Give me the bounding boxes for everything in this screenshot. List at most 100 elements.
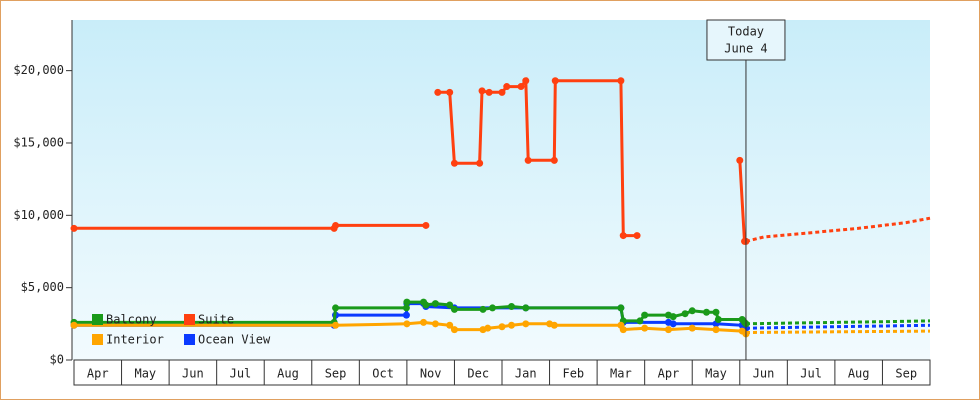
point xyxy=(517,83,525,91)
point xyxy=(641,311,649,319)
point xyxy=(420,318,428,326)
x-tick-label: May xyxy=(705,367,727,381)
y-tick-label: $5,000 xyxy=(21,280,64,294)
point xyxy=(70,224,78,232)
point xyxy=(450,159,458,167)
point xyxy=(434,88,442,96)
y-tick-label: $20,000 xyxy=(13,63,64,77)
point xyxy=(712,326,720,334)
point xyxy=(702,308,710,316)
point xyxy=(484,324,492,332)
point xyxy=(522,304,530,312)
point xyxy=(508,321,516,329)
point xyxy=(498,88,506,96)
point xyxy=(403,320,411,328)
point xyxy=(503,83,511,91)
x-tick-label: Sep xyxy=(325,367,347,381)
x-tick-label: Jun xyxy=(182,367,204,381)
y-tick-label: $10,000 xyxy=(13,208,64,222)
x-tick-label: Jan xyxy=(515,367,537,381)
point xyxy=(488,304,496,312)
point xyxy=(712,308,720,316)
legend-swatch xyxy=(184,334,195,345)
point xyxy=(332,304,340,312)
point xyxy=(636,317,644,325)
x-tick-label: Jun xyxy=(753,367,775,381)
point xyxy=(402,304,410,312)
point xyxy=(508,302,516,310)
point xyxy=(619,232,627,240)
series-line xyxy=(74,320,747,336)
today-box xyxy=(706,19,786,61)
point xyxy=(714,315,722,323)
point xyxy=(550,321,558,329)
point xyxy=(688,307,696,315)
point xyxy=(485,88,493,96)
projection-line xyxy=(745,216,931,243)
point xyxy=(476,159,484,167)
point xyxy=(550,156,558,164)
x-tick-label: Sep xyxy=(895,367,917,381)
legend-label: Suite xyxy=(198,313,234,327)
point xyxy=(479,305,487,313)
today-label: Today xyxy=(728,25,764,39)
legend-swatch xyxy=(92,314,103,325)
x-tick-label: Nov xyxy=(420,367,442,381)
point xyxy=(633,232,641,240)
point xyxy=(70,321,78,329)
legend-swatch xyxy=(92,334,103,345)
point xyxy=(664,326,672,334)
projection-line xyxy=(745,329,931,334)
point xyxy=(669,313,677,321)
point xyxy=(431,320,439,328)
legend-label: Balcony xyxy=(106,313,157,327)
plot-area xyxy=(72,20,930,360)
point xyxy=(332,221,340,229)
today-label: June 4 xyxy=(724,42,767,56)
x-tick-label: Apr xyxy=(658,367,680,381)
y-tick-label: $15,000 xyxy=(13,135,64,149)
point xyxy=(403,298,411,306)
x-tick-label: Oct xyxy=(372,367,394,381)
point xyxy=(478,87,486,95)
point xyxy=(450,305,458,313)
point xyxy=(524,156,532,164)
point xyxy=(431,300,439,308)
x-tick-label: May xyxy=(134,367,156,381)
x-tick-label: Feb xyxy=(562,367,584,381)
point xyxy=(402,311,410,319)
point xyxy=(446,88,454,96)
point xyxy=(619,326,627,334)
point xyxy=(446,321,454,329)
point xyxy=(617,304,625,312)
legend-swatch xyxy=(184,314,195,325)
point xyxy=(669,320,677,328)
y-tick-label: $0 xyxy=(50,353,64,367)
x-tick-label: Aug xyxy=(277,367,299,381)
point xyxy=(522,77,530,85)
legend-label: Interior xyxy=(106,333,164,347)
x-tick-label: Jul xyxy=(230,367,252,381)
point xyxy=(422,221,430,229)
projection-line xyxy=(745,323,931,330)
point xyxy=(551,77,559,85)
x-tick-label: Dec xyxy=(467,367,489,381)
point xyxy=(446,301,454,309)
point xyxy=(450,326,458,334)
point xyxy=(736,156,744,164)
point xyxy=(617,77,625,85)
x-tick-label: Mar xyxy=(610,367,632,381)
x-tick-label: Jul xyxy=(800,367,822,381)
point xyxy=(332,321,340,329)
point xyxy=(422,301,430,309)
series-line xyxy=(74,300,748,325)
x-tick-label: Apr xyxy=(87,367,109,381)
legend-label: Ocean View xyxy=(198,333,271,347)
point xyxy=(498,323,506,331)
point xyxy=(522,320,530,328)
point xyxy=(641,324,649,332)
point xyxy=(688,324,696,332)
x-tick-label: Aug xyxy=(848,367,870,381)
